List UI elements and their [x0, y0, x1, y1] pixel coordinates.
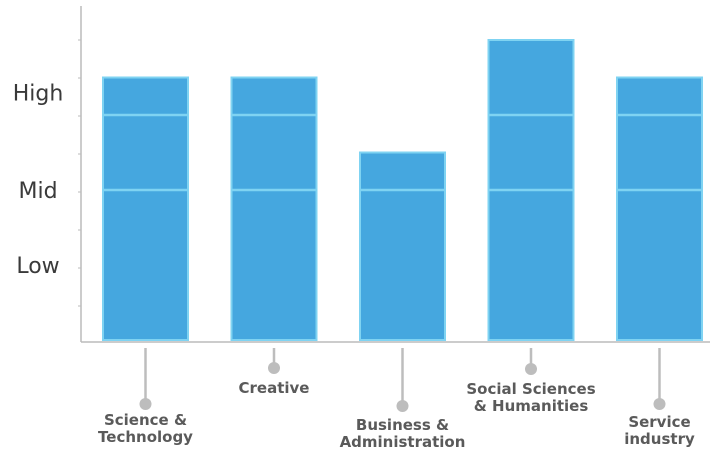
category-label: Technology [98, 428, 193, 446]
y-axis-labels: Low Mid High [13, 82, 64, 280]
connector-dot [396, 400, 409, 412]
category-label: Business & [356, 416, 449, 434]
bars [102, 39, 703, 341]
category-label: & Humanities [474, 397, 589, 415]
y-axis-ticks [78, 39, 81, 307]
bar [102, 76, 189, 341]
category-label: Service [628, 413, 690, 431]
category-labels: Science &Technology Creative Business &Adm… [98, 379, 695, 451]
bar [230, 76, 318, 341]
connector-dot [525, 363, 537, 375]
category-label: industry [624, 430, 695, 448]
category-label: Creative [239, 379, 310, 397]
y-tick-label: Low [16, 254, 59, 279]
category-label: Administration [340, 433, 466, 451]
y-tick-label: Mid [18, 179, 57, 204]
category-label: Social Sciences [466, 380, 595, 398]
bar [616, 76, 703, 341]
connector-dot [268, 362, 280, 374]
connector-dot [139, 398, 152, 410]
category-connectors [139, 348, 666, 412]
connector-dot [653, 398, 666, 410]
y-tick-label: High [13, 82, 64, 107]
bar [359, 151, 446, 341]
category-label: Science & [104, 411, 187, 429]
